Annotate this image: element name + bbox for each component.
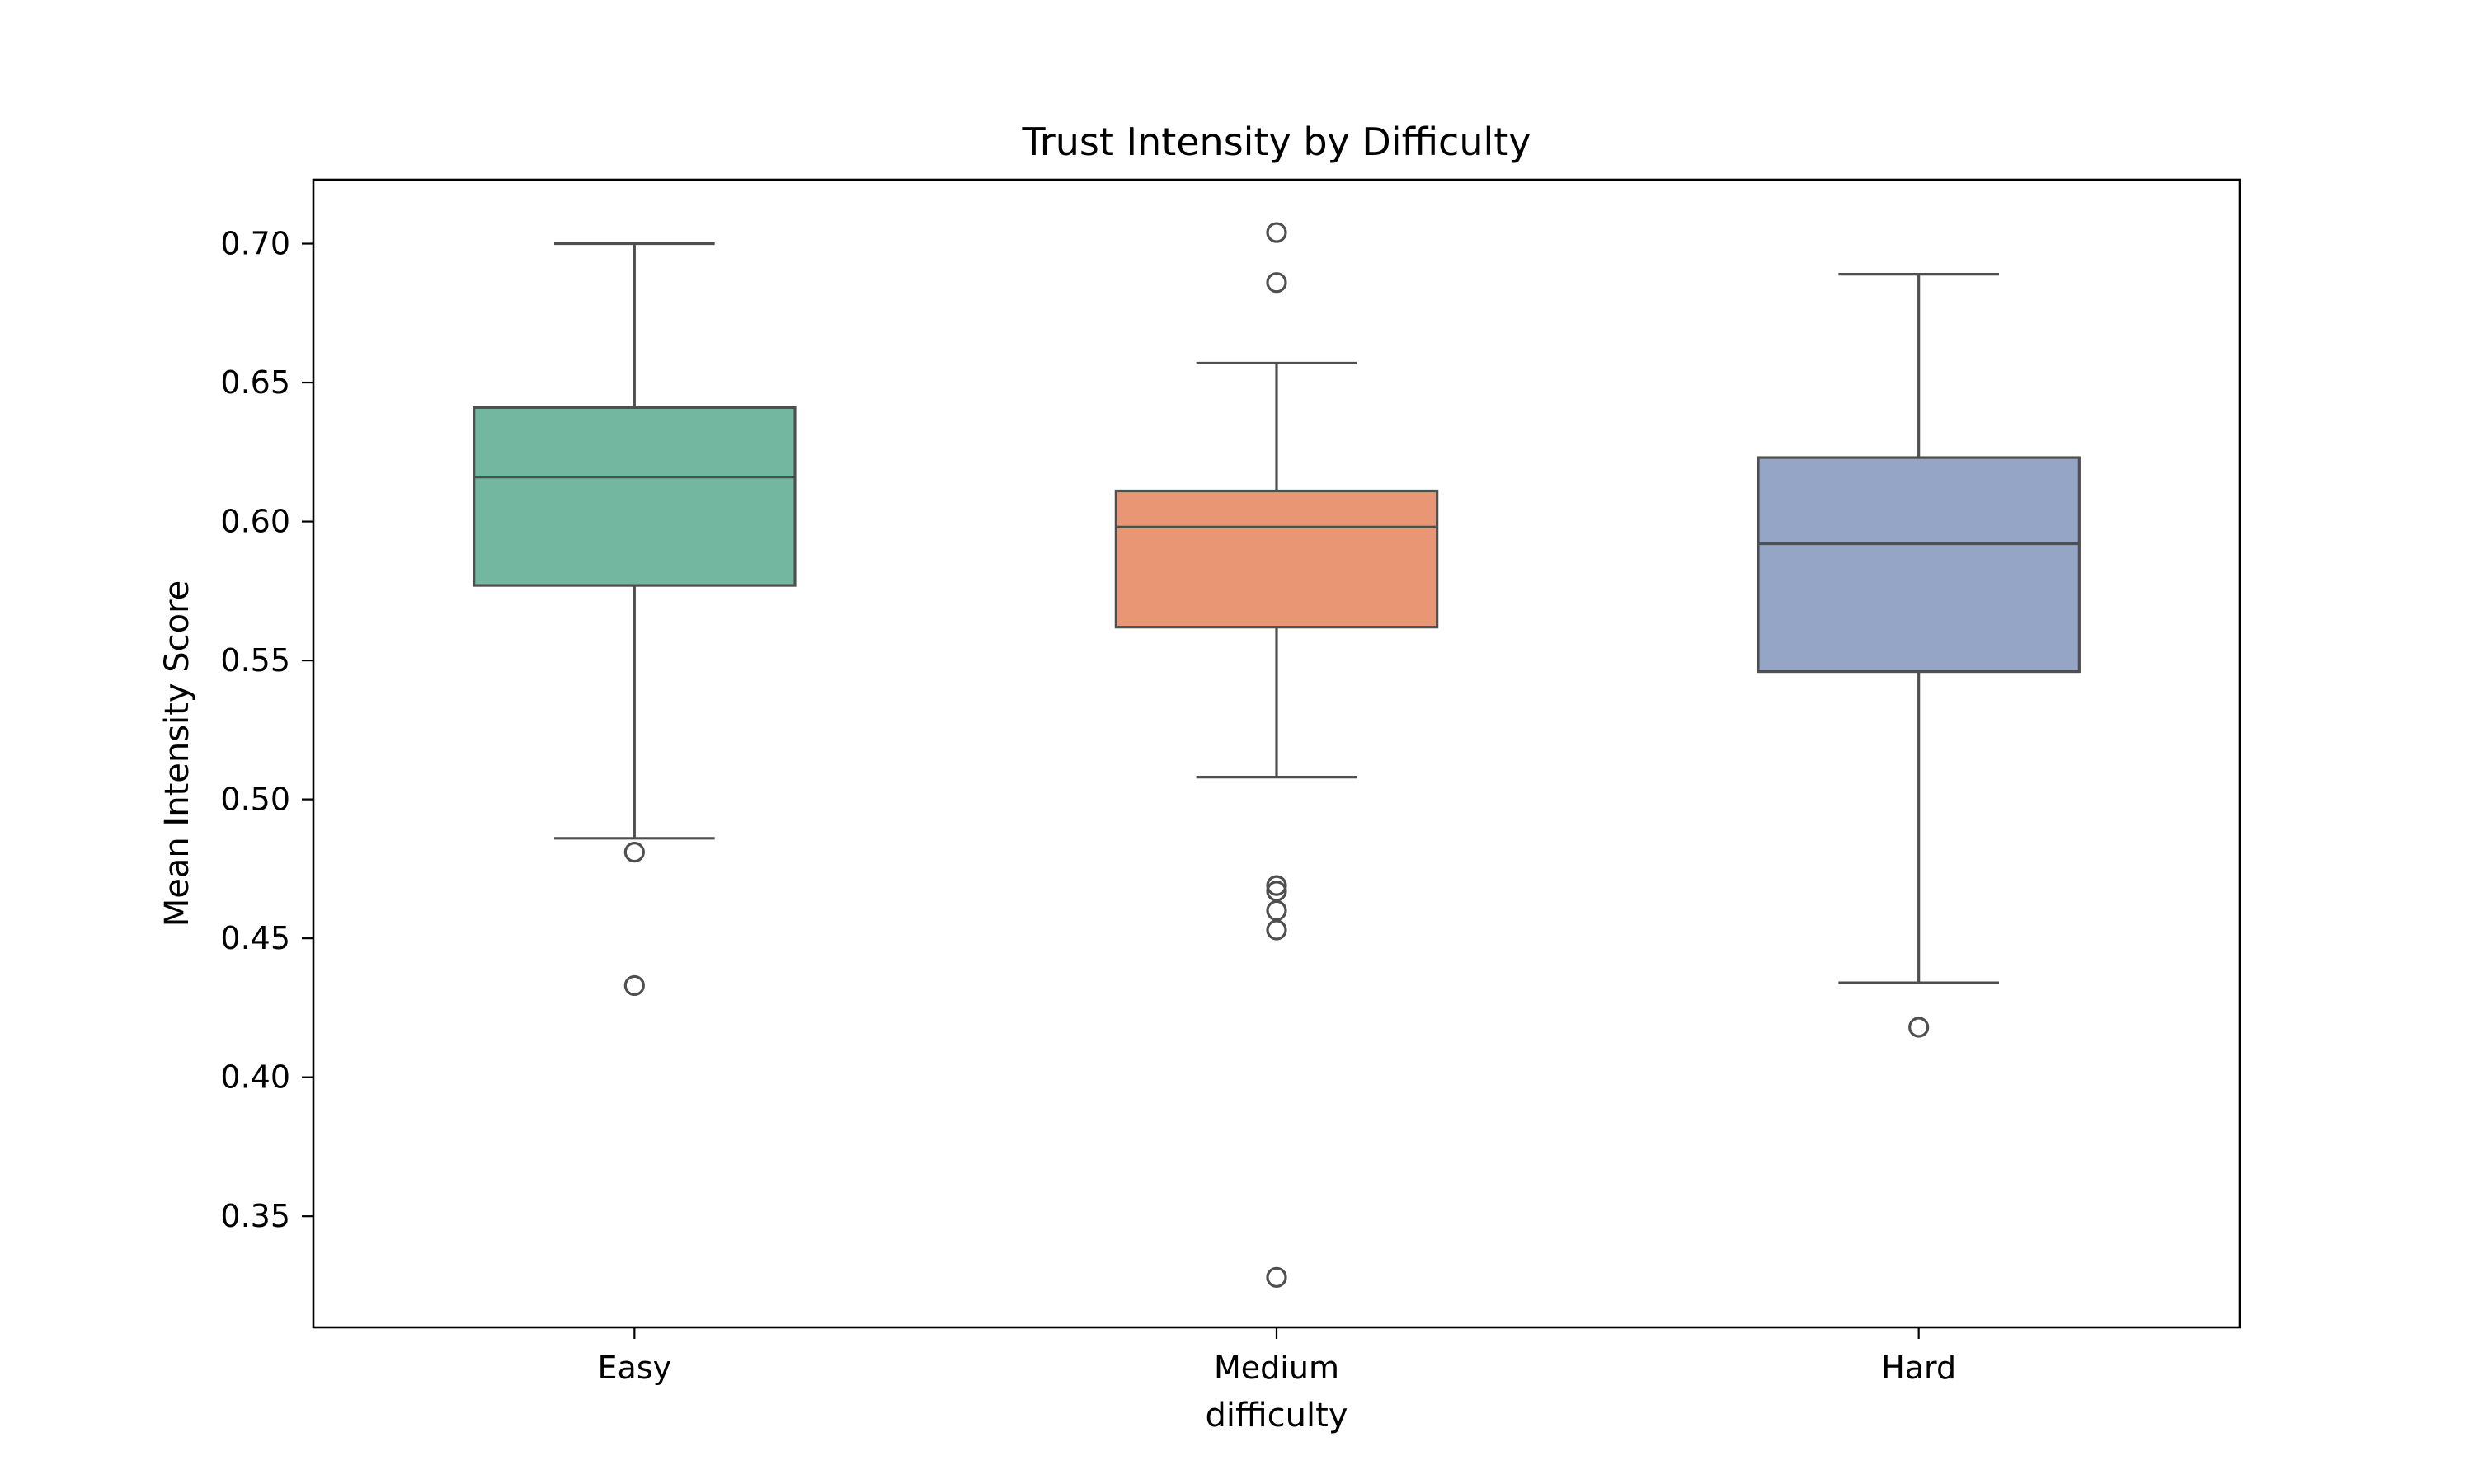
y-tick-label: 0.40 [220, 1059, 290, 1096]
outlier-point [1266, 1266, 1287, 1288]
outlier-point [1908, 1017, 1930, 1038]
box-group-medium [1114, 222, 1439, 1288]
y-tick-label: 0.45 [220, 920, 290, 956]
chart-title: Trust Intensity by Difficulty [1021, 120, 1531, 164]
y-tick-label: 0.60 [220, 504, 290, 540]
y-tick-label: 0.65 [220, 364, 290, 401]
outlier-point [1266, 272, 1287, 294]
outlier-point [623, 974, 645, 997]
box-group-easy [473, 242, 797, 997]
x-axis: Easy Medium Hard [598, 1327, 1956, 1386]
box-group-hard [1757, 272, 2081, 1038]
y-axis: 0.35 0.40 0.45 0.50 0.55 0.60 0.65 0.70 [220, 226, 313, 1234]
x-tick-label: Easy [598, 1350, 672, 1386]
outlier-point [1266, 222, 1287, 243]
iqr-box [473, 406, 797, 587]
outlier-point [1266, 919, 1287, 941]
outlier-point [623, 842, 645, 863]
y-tick-label: 0.70 [220, 226, 290, 262]
y-tick-label: 0.35 [220, 1198, 290, 1234]
outlier-point [1266, 899, 1287, 922]
x-tick-label: Hard [1881, 1350, 1956, 1386]
y-tick-label: 0.50 [220, 782, 290, 818]
iqr-box [1757, 456, 2081, 674]
x-tick-label: Medium [1214, 1350, 1339, 1386]
outlier-point [1266, 875, 1287, 896]
x-axis-label: difficulty [1206, 1397, 1348, 1435]
iqr-box [1114, 489, 1439, 629]
y-axis-label: Mean Intensity Score [158, 580, 196, 928]
y-tick-label: 0.55 [220, 642, 290, 679]
plot-content [473, 222, 2081, 1288]
